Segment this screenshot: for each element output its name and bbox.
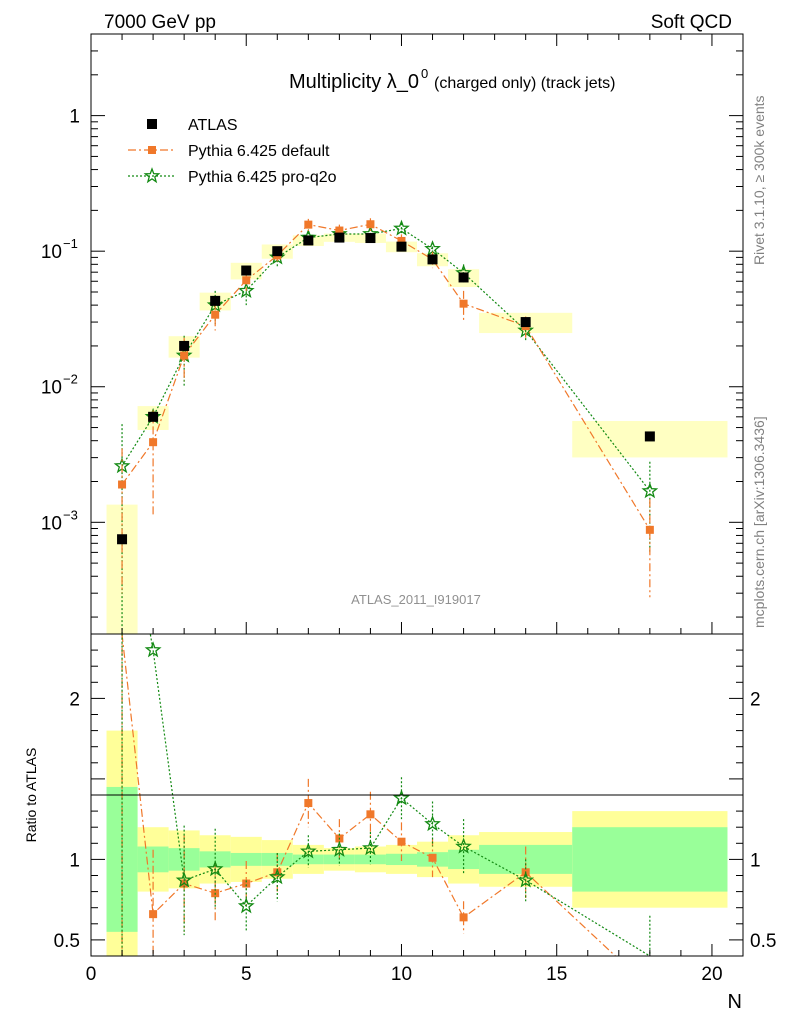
header-left: 7000 GeV pp bbox=[104, 12, 216, 33]
data-point-2 bbox=[237, 281, 255, 298]
ratio-point-2 bbox=[424, 815, 441, 832]
ratio-band-stat bbox=[572, 827, 728, 892]
y-tick-label-ratio-right: 0.5 bbox=[750, 931, 776, 952]
chart-title: Multiplicity λ_0 bbox=[289, 71, 419, 93]
data-point-atlas bbox=[303, 235, 314, 246]
legend-marker bbox=[147, 119, 157, 129]
ratio-line-1 bbox=[121, 634, 617, 956]
data-point-atlas bbox=[117, 534, 128, 545]
y-tick-label-ratio: 2 bbox=[69, 689, 80, 710]
ratio-point-2 bbox=[268, 868, 286, 885]
legend-marker bbox=[143, 167, 161, 184]
main-data-layer bbox=[113, 218, 659, 634]
data-point-atlas bbox=[427, 254, 438, 265]
data-point-2 bbox=[393, 219, 410, 236]
y-tick-label-exponent: −3 bbox=[63, 507, 78, 522]
data-point-1 bbox=[242, 276, 251, 285]
x-tick-label: 0 bbox=[86, 964, 97, 985]
data-point-atlas bbox=[365, 233, 376, 244]
legend-label: Pythia 6.425 default bbox=[188, 143, 330, 160]
y-tick-label-ratio: 1 bbox=[69, 850, 80, 871]
x-tick-label: 5 bbox=[241, 964, 252, 985]
ratio-point-2 bbox=[330, 840, 348, 857]
data-point-1 bbox=[118, 480, 127, 489]
data-point-atlas bbox=[179, 340, 190, 351]
data-point-1 bbox=[397, 236, 406, 245]
ratio-point-1 bbox=[273, 868, 282, 877]
data-point-1 bbox=[645, 525, 654, 534]
data-point-1 bbox=[180, 351, 189, 360]
ratio-band-stat bbox=[230, 852, 262, 866]
data-point-atlas bbox=[644, 431, 655, 442]
x-tick-label: 10 bbox=[391, 964, 412, 985]
ratio-band-stat bbox=[354, 854, 386, 865]
ratio-bands-layer bbox=[106, 730, 728, 956]
series-line-2 bbox=[121, 227, 651, 492]
ratio-point-2 bbox=[144, 641, 162, 658]
ratio-point-1 bbox=[149, 910, 158, 919]
y-tick-label-exponent: −2 bbox=[63, 372, 78, 387]
ratio-band-stat bbox=[199, 851, 231, 868]
data-point-1 bbox=[211, 310, 220, 319]
data-point-1 bbox=[366, 220, 375, 229]
series-line-1 bbox=[121, 223, 651, 531]
mcplots-label: mcplots.cern.ch [arXiv:1306.3436] bbox=[751, 416, 767, 628]
data-point-1 bbox=[149, 438, 158, 447]
data-point-1 bbox=[335, 226, 344, 235]
data-point-1 bbox=[459, 299, 468, 308]
data-point-2 bbox=[641, 482, 659, 499]
y-tick-label-main: 10 bbox=[41, 242, 62, 263]
ratio-data-layer bbox=[121, 634, 651, 956]
data-point-atlas bbox=[210, 295, 221, 306]
ratio-point-2 bbox=[455, 837, 472, 854]
y-tick-label-main: 10 bbox=[41, 513, 62, 534]
ratio-point-1 bbox=[242, 879, 251, 888]
ratio-point-2 bbox=[206, 860, 224, 877]
y-tick-label-exponent: −1 bbox=[63, 236, 78, 251]
ratio-point-2 bbox=[175, 871, 193, 888]
ratio-point-1 bbox=[366, 810, 375, 819]
data-point-atlas bbox=[520, 317, 531, 328]
ratio-point-1 bbox=[459, 913, 468, 922]
legend-marker bbox=[148, 146, 156, 154]
data-point-atlas bbox=[241, 265, 252, 276]
ratio-point-2 bbox=[393, 789, 410, 806]
ratio-point-2 bbox=[517, 871, 535, 888]
x-tick-label: 15 bbox=[546, 964, 567, 985]
y-tick-label-main: 10 bbox=[41, 378, 62, 399]
chart-title-suffix: (charged only) (track jets) bbox=[434, 75, 615, 92]
x-axis-label: N bbox=[728, 991, 742, 1013]
ratio-point-2 bbox=[299, 842, 317, 859]
ratio-y-axis-label: Ratio to ATLAS bbox=[23, 748, 39, 843]
ratio-point-1 bbox=[397, 837, 406, 846]
y-tick-label-ratio-right: 2 bbox=[750, 689, 761, 710]
legend-label: ATLAS bbox=[188, 117, 238, 134]
main-bands-layer bbox=[106, 233, 728, 634]
data-point-1 bbox=[304, 220, 313, 229]
data-point-atlas bbox=[396, 241, 407, 252]
analysis-tag: ATLAS_2011_I919017 bbox=[351, 592, 481, 607]
legend-label: Pythia 6.425 pro-q2o bbox=[188, 169, 337, 186]
ratio-point-1 bbox=[428, 853, 437, 862]
y-tick-label-ratio-right: 1 bbox=[750, 850, 761, 871]
ratio-point-2 bbox=[362, 839, 379, 856]
y-tick-label-main: 1 bbox=[69, 107, 80, 128]
legend: ATLAS Pythia 6.425 default Pythia 6.425 pr… bbox=[128, 117, 337, 186]
chart-title-superscript: 0 bbox=[421, 66, 428, 81]
x-tick-label: 20 bbox=[701, 964, 722, 985]
data-point-atlas bbox=[272, 246, 283, 257]
ratio-point-1 bbox=[304, 799, 313, 808]
data-point-atlas bbox=[334, 232, 345, 243]
data-point-atlas bbox=[148, 411, 159, 422]
ratio-point-2 bbox=[237, 897, 255, 914]
header-right: Soft QCD bbox=[651, 12, 732, 33]
data-point-atlas bbox=[458, 272, 469, 283]
rivet-label: Rivet 3.1.10, ≥ 300k events bbox=[751, 95, 767, 265]
y-tick-label-ratio: 0.5 bbox=[54, 931, 80, 952]
